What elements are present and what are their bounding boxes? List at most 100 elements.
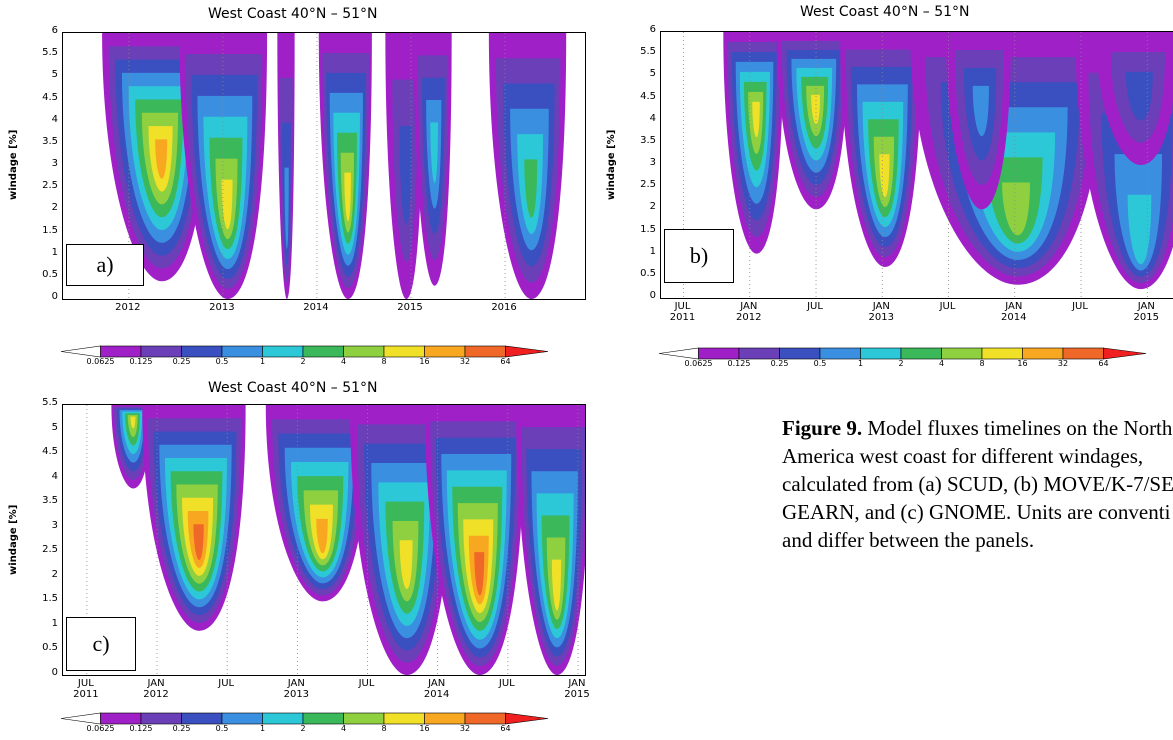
panel-b-plume-6-level-3 xyxy=(1125,71,1153,121)
panel-b-colorbar-swatch-10 xyxy=(1062,347,1104,360)
panel-b-colorbar-swatch-11 xyxy=(1103,347,1147,360)
panel-c-colorbar-swatch-8 xyxy=(383,712,425,725)
panel-b-xtick-text: JAN xyxy=(1005,301,1023,312)
panel-c-colorbar-label-3: 0.5 xyxy=(215,724,229,733)
panel-a-colorbar-swatch-10 xyxy=(464,345,506,358)
panel-a-colorbar-label-4: 1 xyxy=(259,357,266,366)
panel-c-xtick-text: JUL xyxy=(77,678,94,689)
panel-c-ytick-10: 5 xyxy=(51,421,58,433)
panel-a-colorbar-swatch-5 xyxy=(262,345,304,358)
panel-b-xtick-4: JUL xyxy=(923,301,973,312)
caption-label: Figure 9. xyxy=(782,416,863,440)
panel-b-xtick-6: JUL xyxy=(1055,301,1105,312)
panel-b-ylabel: windage [%] xyxy=(606,129,617,200)
panel-a-colorbar-swatch-0 xyxy=(60,345,101,358)
panel-c-xtick-7: JAN 2015 xyxy=(552,678,602,700)
panel-a-colorbar-swatch-3 xyxy=(181,345,223,358)
panel-c-xtick-text: JAN xyxy=(568,678,586,689)
panel-a-colorbar-label-7: 8 xyxy=(381,357,387,366)
panel-a-colorbar-label-3: 0.5 xyxy=(215,357,229,366)
panel-b-colorbar-label-3: 0.5 xyxy=(813,359,827,368)
panel-b-xtick-7: JAN 2015 xyxy=(1121,301,1171,323)
panel-b-colorbar-swatches xyxy=(658,347,1147,360)
panel-c-xtick-1: JAN 2012 xyxy=(131,678,181,700)
panel-a-xtick-text: 2014 xyxy=(303,302,329,313)
panel-c-colorbar-swatch-9 xyxy=(424,712,466,725)
panel-a-xtick-2: 2014 xyxy=(291,302,341,313)
panel-c-colorbar-label-1: 0.125 xyxy=(129,724,153,733)
panel-c-xtick-text: 2011 xyxy=(73,689,99,700)
panel-b-colorbar-swatch-1 xyxy=(698,347,740,360)
panel-a-plume-2-level-4 xyxy=(284,167,289,250)
panel-a-colorbar-label-8: 16 xyxy=(419,357,430,366)
panel-b-colorbar-label-8: 16 xyxy=(1017,359,1028,368)
panel-c-xtick-text: 2012 xyxy=(143,689,169,700)
panel-b-colorbar-swatch-2 xyxy=(738,347,780,360)
panel-c-ytick-6: 3 xyxy=(51,519,58,531)
panel-a-xtick-text: 2013 xyxy=(209,302,235,313)
panel-a-plume-6-level-6 xyxy=(524,159,538,218)
panel-a-title: West Coast 40°N – 51°N xyxy=(208,6,378,22)
panel-c-xtick-0: JUL 2011 xyxy=(61,678,111,700)
panel-c-colorbar-label-0: 0.0625 xyxy=(86,724,115,733)
panel-b-ytick-2: 1 xyxy=(649,245,656,257)
panel-b-xtick-text: 2012 xyxy=(736,312,762,323)
panel-b-colorbar-swatch-4 xyxy=(819,347,861,360)
panel-a-ytick-9: 4.5 xyxy=(42,91,58,103)
panel-a-xtick-text: 2012 xyxy=(115,302,141,313)
panel-c-xtick-text: 2014 xyxy=(423,689,450,700)
panel-b-ytick-6: 3 xyxy=(649,157,656,168)
panel-c-xtick-text: JAN xyxy=(287,678,305,689)
panel-a-plot xyxy=(62,32,586,300)
panel-b-colorbar-swatch-5 xyxy=(860,347,902,360)
panel-c-ytick-1: 0.5 xyxy=(42,642,58,654)
panel-a-ytick-12: 6 xyxy=(51,25,58,36)
panel-c-colorbar-label-6: 4 xyxy=(340,724,347,733)
panel-a-xtick-1: 2013 xyxy=(197,302,247,313)
panel-b-xtick-text: JAN xyxy=(872,301,890,312)
panel-a-field xyxy=(102,33,567,299)
panel-b-field xyxy=(683,32,1173,298)
panel-a-colorbar-swatches xyxy=(60,345,549,358)
panel-a-plume-4-level-3 xyxy=(399,126,413,226)
panel-c-xtick-text: 2013 xyxy=(283,689,310,700)
panel-b-plume-3-level-7 xyxy=(1002,182,1030,236)
caption-line-5: and differ between the panels. xyxy=(782,528,1035,552)
panel-b-colorbar-label-6: 4 xyxy=(938,359,945,368)
panel-a-ytick-0: 0 xyxy=(51,291,58,302)
panel-b-colorbar-swatch-7 xyxy=(941,347,983,360)
panel-a-plume-5-level-5 xyxy=(430,122,438,183)
panel-b-xtick-text: JAN xyxy=(1137,301,1155,312)
panel-a-xtick-text: 2015 xyxy=(397,302,423,313)
panel-b-xtick-1: JAN 2012 xyxy=(724,301,774,323)
panel-c-ytick-7: 3.5 xyxy=(42,495,58,507)
panel-b-colorbar: 0.0625 0.125 0.25 0.5 1 2 4 8 16 32 64 xyxy=(658,345,1148,368)
panel-c-ylabel: windage [%] xyxy=(8,504,19,575)
panel-b-ytick-0: 0 xyxy=(649,290,656,301)
panel-b-ytick-11: 5.5 xyxy=(640,46,656,58)
caption-line-4: GEARN, and (c) GNOME. Units are conventi xyxy=(782,500,1171,524)
panel-a-colorbar-label-2: 0.25 xyxy=(172,357,191,366)
panel-b-plume-0-level-8 xyxy=(752,101,760,138)
panel-c-xtick-2: JUL xyxy=(201,678,251,689)
panel-a-colorbar-swatch-9 xyxy=(424,345,466,358)
panel-c-xtick-3: JAN 2013 xyxy=(271,678,321,700)
panel-c-colorbar: 0.0625 0.125 0.25 0.5 1 2 4 8 16 32 64 xyxy=(60,710,550,733)
panel-b-colorbar-swatch-6 xyxy=(900,347,942,360)
panel-c-plume-5-level-8 xyxy=(551,559,562,611)
panel-a-plume-3-level-8 xyxy=(344,172,351,222)
panel-c-colorbar-swatch-4 xyxy=(221,712,263,725)
panel-c-colorbar-label-2: 0.25 xyxy=(172,724,191,733)
panel-b-ytick-8: 4 xyxy=(649,112,656,124)
panel-c-colorbar-swatch-10 xyxy=(464,712,506,725)
panel-b-ytick-9: 4.5 xyxy=(640,90,656,102)
panel-c-plume-2-level-9 xyxy=(316,518,328,554)
panel-b-xtick-text: 2015 xyxy=(1133,312,1159,323)
panel-b-ytick-10: 5 xyxy=(649,68,656,80)
panel-c-colorbar-label-4: 1 xyxy=(259,724,266,733)
panel-a-colorbar-label-5: 2 xyxy=(300,357,306,366)
panel-c-xtick-text: 2015 xyxy=(564,689,590,700)
panel-a-colorbar-label-1: 0.125 xyxy=(129,357,153,366)
panel-b-xtick-text: JUL xyxy=(674,301,691,312)
caption-line-1-text: Model fluxes timelines on the North xyxy=(862,416,1173,440)
